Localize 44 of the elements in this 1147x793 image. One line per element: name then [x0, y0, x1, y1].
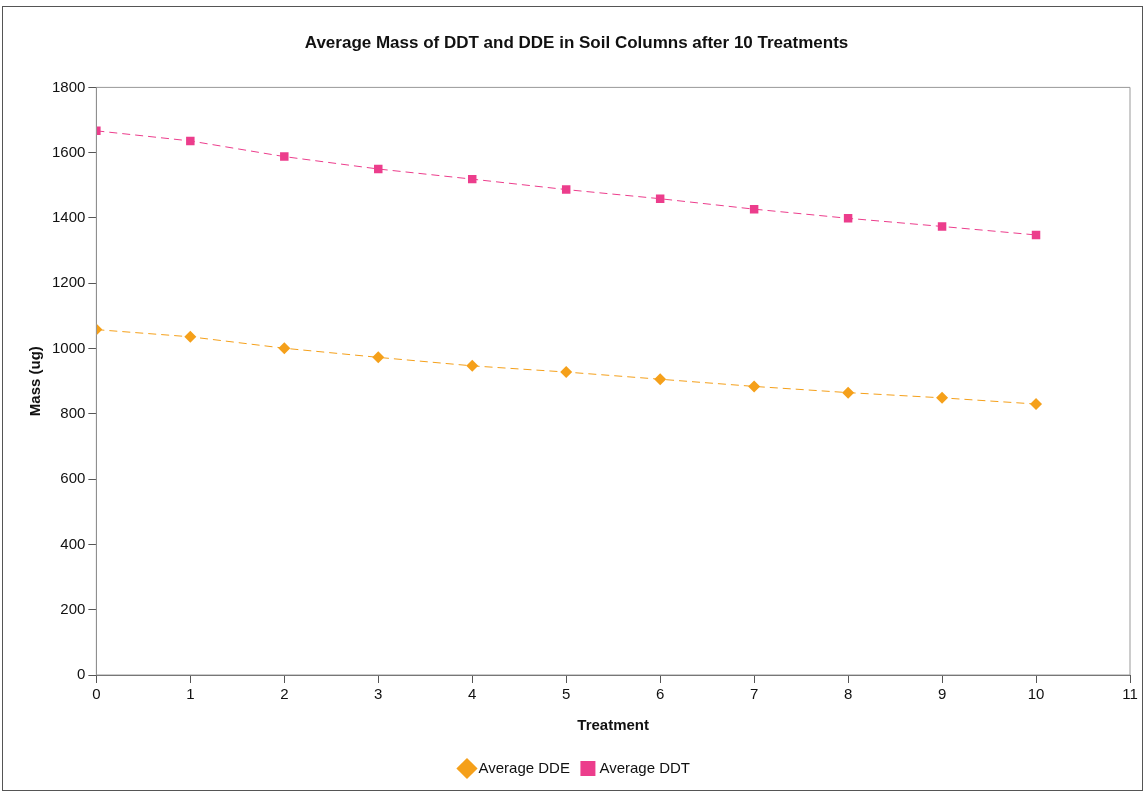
- y-tick-label: 1600: [51, 142, 86, 160]
- y-tick-label: 800: [60, 403, 86, 421]
- x-tick-label: 7: [749, 685, 759, 703]
- x-tick-label: 8: [843, 685, 853, 703]
- x-tick-label: 4: [468, 685, 477, 703]
- x-tick-label: 1: [186, 685, 195, 703]
- x-tick-label: 3: [374, 685, 383, 703]
- point: [466, 359, 479, 372]
- point: [280, 152, 289, 161]
- point: [842, 386, 855, 399]
- y-tick-label: 400: [60, 534, 86, 552]
- point: [937, 222, 947, 231]
- x-axis-title: Treatment: [577, 716, 650, 734]
- point: [561, 185, 571, 194]
- y-tick-label: 1200: [51, 273, 86, 291]
- y-tick-label: 1400: [51, 208, 86, 226]
- point: [748, 380, 761, 393]
- chart-title: Average Mass of DDT and DDE in Soil Columns after 10 Treatments: [304, 32, 849, 52]
- x-tick-label: 9: [937, 685, 947, 703]
- y-tick-label: 600: [60, 469, 86, 487]
- legend-label: Average DDE: [478, 758, 570, 776]
- point: [184, 330, 197, 343]
- point: [372, 351, 385, 364]
- point: [936, 391, 949, 404]
- x-tick-label: 5: [562, 685, 571, 703]
- y-tick-label: 1000: [51, 338, 86, 356]
- point: [186, 136, 195, 146]
- point: [654, 373, 667, 386]
- point: [1030, 398, 1043, 411]
- x-tick-label: 2: [280, 685, 289, 703]
- y-tick-label: 1800: [51, 77, 86, 95]
- x-tick-label: 6: [656, 685, 665, 703]
- y-axis-title: Mass (ug): [26, 346, 44, 417]
- y-tick-label: 0: [77, 665, 86, 683]
- point: [560, 366, 573, 379]
- x-tick-label: 11: [1122, 685, 1138, 703]
- y-tick-label: 200: [60, 599, 86, 617]
- point: [843, 214, 853, 223]
- x-tick-label: 10: [1027, 685, 1045, 703]
- point: [655, 194, 665, 203]
- point: [374, 164, 383, 174]
- x-tick-label: 0: [92, 685, 101, 703]
- point: [278, 342, 291, 355]
- legend-label: Average DDT: [599, 758, 691, 776]
